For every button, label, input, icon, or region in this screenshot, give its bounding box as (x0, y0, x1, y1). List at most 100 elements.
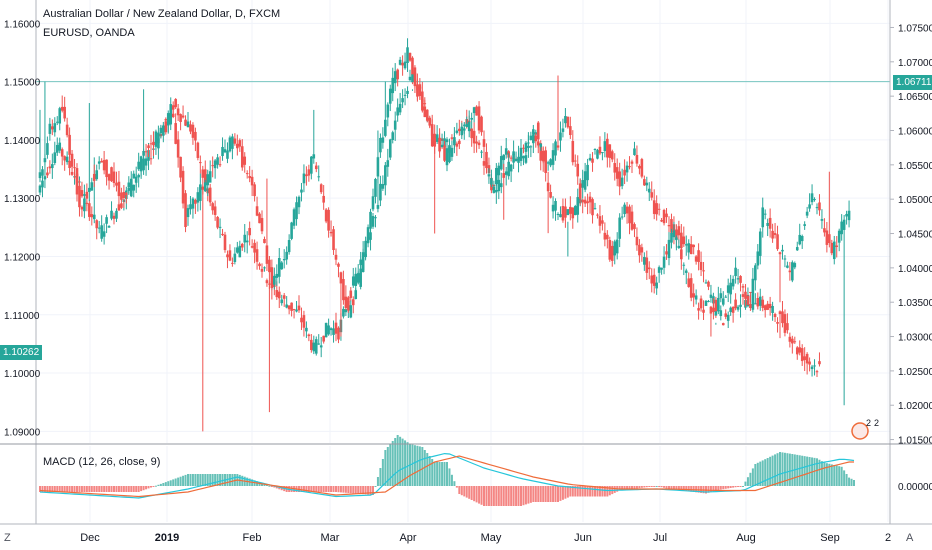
eurusd-candle-body (655, 203, 658, 215)
macd-histogram-bar (756, 462, 759, 486)
audnzd-candle-body (428, 117, 432, 123)
eurusd-candle-body (477, 106, 481, 131)
macd-histogram-bar (100, 486, 103, 492)
macd-histogram-bar (189, 474, 192, 486)
macd-histogram-bar (95, 486, 98, 492)
macd-histogram-bar (480, 486, 483, 505)
macd-histogram-bar (199, 474, 202, 486)
macd-histogram-bar (638, 486, 641, 489)
macd-histogram-bar (406, 442, 409, 486)
audnzd-candle-body (680, 249, 683, 260)
audnzd-candle-body (423, 103, 427, 105)
audnzd-candle-body (438, 137, 441, 152)
macd-histogram-bar (483, 486, 485, 506)
eurusd-candle-body (652, 200, 656, 214)
eurusd-candle-body (657, 208, 661, 210)
macd-histogram-bar (497, 486, 500, 506)
eurusd-candle-body (317, 343, 321, 345)
macd-histogram-bar (835, 465, 838, 486)
macd-histogram-bar (650, 486, 653, 487)
audnzd-candle-body (458, 140, 461, 145)
macd-histogram-bar (453, 481, 456, 486)
macd-histogram-bar (628, 486, 631, 490)
eurusd-candle-body (583, 171, 587, 190)
macd-histogram-bar (788, 453, 791, 486)
macd-histogram-bar (527, 486, 530, 504)
audnzd-candle-body (233, 138, 237, 144)
eurusd-candle-body (233, 253, 237, 262)
auto-scale-button[interactable]: A (906, 532, 914, 544)
macd-histogram-bar (436, 462, 439, 486)
macd-histogram-bar (339, 486, 342, 493)
macd-histogram-bar (796, 454, 799, 486)
eurusd-candle-body (240, 243, 244, 248)
audnzd-candle-body (324, 209, 328, 222)
audnzd-candle-body (635, 236, 639, 246)
macd-histogram-bar (675, 486, 678, 490)
audnzd-candle-body (588, 196, 592, 203)
macd-histogram-bar (455, 486, 458, 488)
macd-histogram-bar (150, 486, 152, 488)
audnzd-candle-body (573, 160, 577, 162)
eurusd-candle-body (670, 219, 673, 233)
macd-legend[interactable]: MACD (12, 26, close, 9) (43, 456, 161, 468)
macd-histogram-bar (557, 486, 559, 502)
audnzd-candle-body (655, 282, 658, 289)
macd-histogram-bar (672, 486, 675, 490)
left-axis-tick-label: 1.14000 (4, 136, 41, 147)
right-axis-tick-label: 1.01500 (898, 436, 932, 447)
eurusd-candle-body (593, 149, 597, 151)
zoom-corner-left[interactable]: Z (4, 532, 11, 544)
eurusd-candle-body (208, 187, 212, 203)
eurusd-candle-body (800, 348, 804, 362)
audnzd-candle-body (127, 182, 131, 188)
macd-histogram-bar (818, 459, 821, 486)
audnzd-candle-body (55, 121, 59, 123)
eurusd-candle-body (285, 304, 288, 308)
macd-histogram-bar (566, 486, 569, 498)
macd-histogram-bar (120, 486, 123, 492)
macd-histogram-bar (695, 486, 698, 493)
macd-histogram-bar (194, 474, 197, 486)
macd-histogram-bar (719, 486, 722, 490)
macd-histogram-bar (783, 452, 786, 486)
audnzd-candle-body (818, 202, 821, 211)
macd-histogram-bar (344, 486, 347, 493)
macd-histogram-bar (631, 486, 633, 489)
audnzd-candle-body (275, 273, 279, 278)
eurusd-candle-body (181, 115, 185, 118)
audnzd-candle-body (524, 142, 528, 152)
macd-histogram-bar (761, 460, 764, 486)
eurusd-candle-body (322, 335, 325, 342)
eurusd-candle-body (699, 261, 703, 270)
audnzd-candle-body (53, 123, 57, 133)
macd-histogram-bar (147, 486, 150, 489)
audnzd-candle-body (388, 139, 392, 158)
macd-histogram-bar (520, 486, 522, 506)
eurusd-candle-body (773, 313, 777, 318)
macd-histogram-bar (544, 486, 547, 502)
audnzd-candle-body (295, 202, 298, 220)
macd-histogram-bar (722, 486, 725, 490)
left-axis-tick-label: 1.12000 (4, 252, 41, 263)
audnzd-candle-body (569, 126, 572, 136)
audnzd-candle-body (554, 141, 557, 156)
audnzd-candle-body (717, 297, 720, 312)
macd-histogram-bar (838, 466, 841, 486)
eurusd-candle-body (697, 250, 700, 262)
macd-histogram-bar (103, 486, 106, 492)
audnzd-candle-body (546, 162, 550, 164)
audnzd-candle-body (581, 199, 584, 203)
macd-histogram-bar (771, 455, 774, 486)
macd-histogram-bar (626, 486, 629, 490)
eurusd-candle-body (702, 270, 705, 272)
audnzd-candle-body (68, 134, 71, 155)
audnzd-candle-body (157, 132, 160, 144)
macd-histogram-bar (337, 486, 340, 493)
overlay-symbol-legend[interactable]: EURUSD, OANDA (43, 27, 135, 39)
macd-histogram-bar (386, 447, 389, 486)
eurusd-candle-body (105, 217, 108, 224)
macd-histogram-bar (76, 486, 78, 492)
